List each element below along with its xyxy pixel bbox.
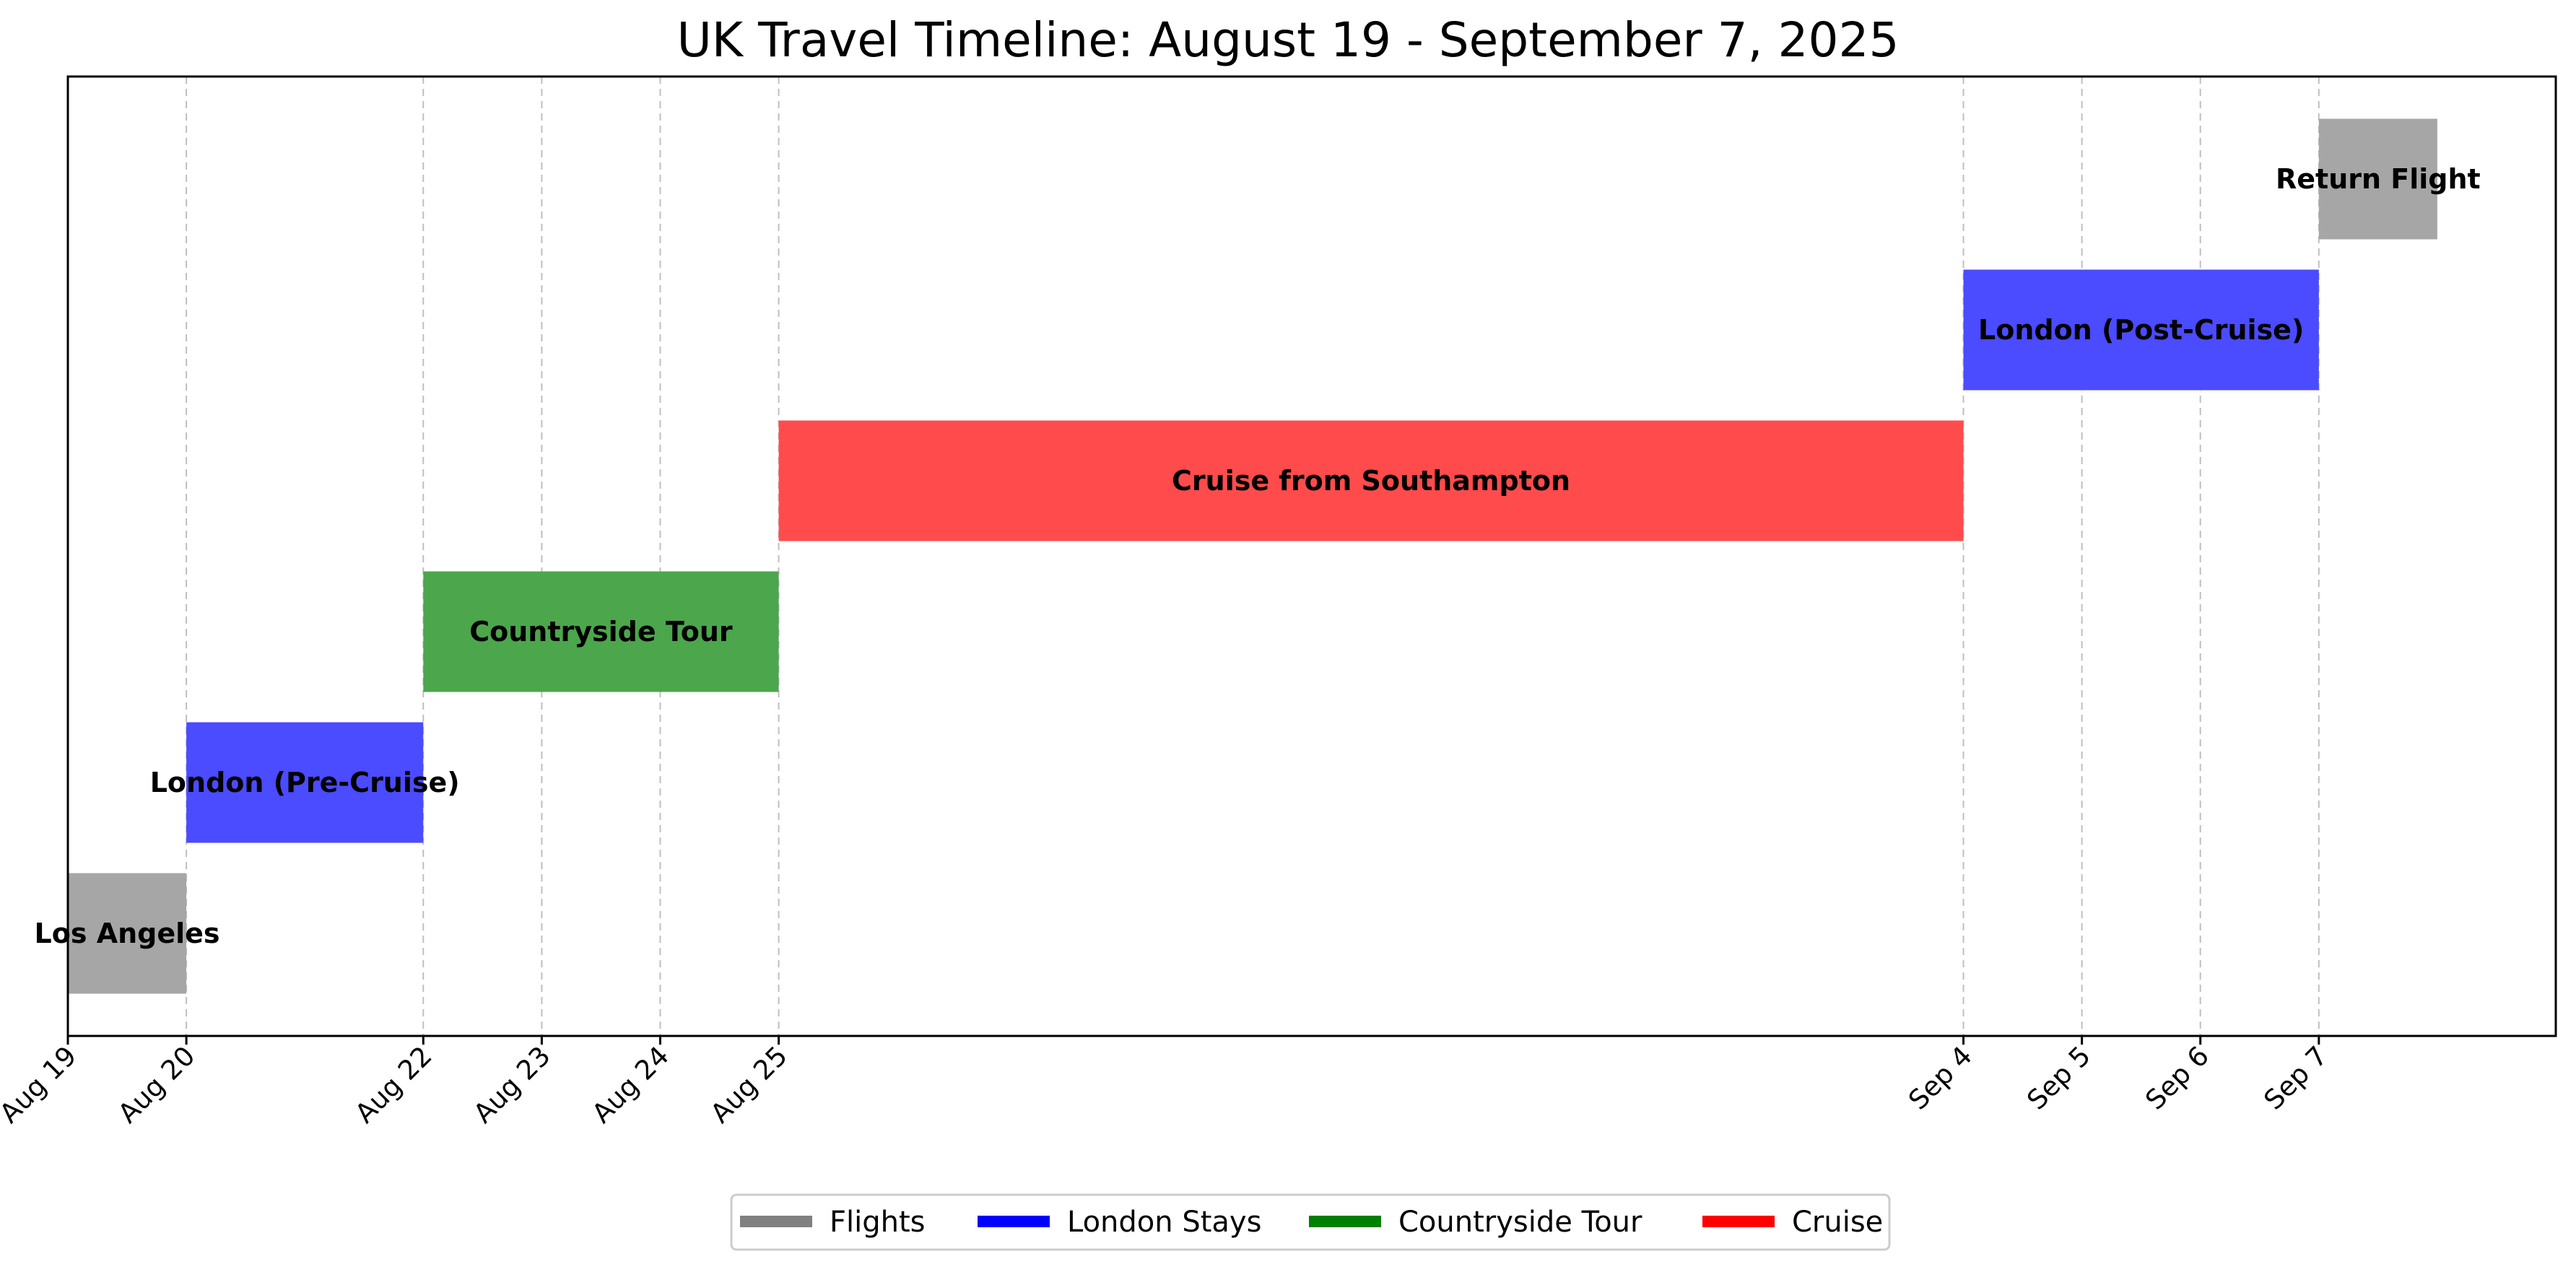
timeline-bar — [1963, 269, 2319, 391]
x-tick-label: Aug 20 — [112, 1040, 201, 1129]
x-tick-label: Sep 5 — [2021, 1040, 2097, 1116]
timeline-bar — [2318, 118, 2437, 240]
bar-label: Los Angeles — [35, 918, 220, 949]
bar-label: Cruise from Southampton — [1172, 465, 1570, 497]
x-tick-label: Aug 22 — [349, 1040, 438, 1129]
chart-title: UK Travel Timeline: August 19 - Septembe… — [677, 12, 1900, 68]
timeline-bars: Los Angeles London (Pre-Cruise) Countrysid… — [35, 118, 2481, 994]
timeline-bar — [423, 571, 779, 692]
bar-label: London (Post-Cruise) — [1978, 314, 2304, 346]
x-axis-ticks: Aug 19 Aug 20 Aug 22 Aug 23 Aug 24 Aug 25 Sep … — [0, 1036, 2333, 1129]
legend: Flights London Stays Countryside Tour Cruis… — [730, 1193, 1891, 1251]
x-tick-label: Sep 4 — [1902, 1040, 1978, 1116]
x-tick-label: Aug 24 — [586, 1040, 675, 1129]
legend-label: Countryside Tour — [1398, 1206, 1642, 1239]
timeline-bar — [186, 722, 424, 843]
x-tick-label: Sep 7 — [2258, 1040, 2333, 1116]
x-tick-label: Aug 19 — [0, 1040, 82, 1129]
x-tick-label: Sep 6 — [2139, 1040, 2215, 1116]
legend-label: Cruise — [1792, 1206, 1883, 1239]
plot-frame — [66, 75, 2557, 1037]
timeline-bar — [68, 873, 187, 994]
legend-label: Flights — [830, 1206, 926, 1239]
grid-lines — [67, 77, 2320, 1036]
bar-label: Countryside Tour — [469, 616, 733, 648]
x-tick-label: Aug 23 — [468, 1040, 557, 1129]
bar-label: London (Pre-Cruise) — [150, 767, 460, 798]
legend-label: London Stays — [1067, 1206, 1261, 1239]
x-tick-label: Aug 25 — [705, 1040, 793, 1129]
bar-label: Return Flight — [2276, 163, 2481, 195]
timeline-bar — [778, 420, 1964, 541]
